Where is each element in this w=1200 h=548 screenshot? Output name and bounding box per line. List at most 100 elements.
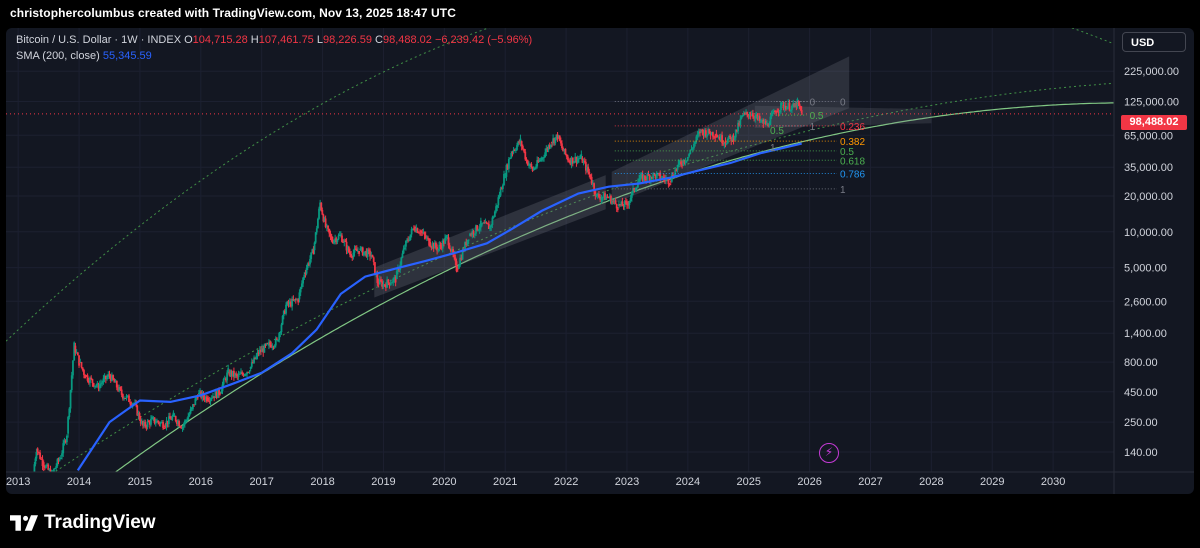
symbol-title[interactable]: Bitcoin / U.S. Dollar · 1W · INDEX [16, 34, 182, 46]
candle-body [561, 143, 563, 149]
candle-body [144, 421, 147, 427]
fib-level-label: 0.786 [840, 169, 865, 180]
upper-dotted-curve [6, 28, 1114, 342]
candle-body [481, 223, 483, 225]
candle-body [33, 464, 36, 472]
candle-body [794, 103, 797, 108]
sma-200-line [76, 142, 802, 472]
x-tick-label: 2027 [858, 476, 882, 488]
candle-body [364, 250, 367, 252]
candle-body [564, 148, 567, 155]
candle-body [129, 401, 132, 404]
candle-body [538, 160, 541, 162]
candle-body [540, 157, 543, 160]
candle-body [726, 139, 729, 144]
candle-body [142, 421, 144, 426]
candle-body [91, 379, 94, 384]
candle-body [648, 175, 651, 181]
candle-body [337, 235, 340, 240]
candle-body [290, 301, 292, 307]
currency-button[interactable]: USD [1122, 32, 1186, 52]
candle-body [85, 375, 88, 377]
x-tick-label: 2028 [919, 476, 943, 488]
candle-body [549, 144, 552, 148]
candle-body [394, 277, 397, 283]
candle-body [742, 113, 745, 116]
candle-body [334, 238, 337, 241]
candle-body [223, 378, 226, 380]
high-label: H [250, 34, 259, 46]
last-price-badge: 98,488.02 [1121, 115, 1187, 130]
candle-body [781, 102, 784, 104]
candle-body [170, 418, 173, 420]
candle-body [563, 148, 566, 151]
candle-body [717, 137, 720, 139]
candle-body [350, 254, 353, 257]
candle-body [158, 422, 161, 425]
x-tick-label: 2030 [1041, 476, 1065, 488]
candle-body [178, 421, 181, 427]
candle-body [786, 106, 788, 110]
candle-body [107, 374, 110, 378]
candle-body [136, 405, 139, 416]
candle-body [446, 235, 449, 237]
candle-body [369, 250, 371, 257]
candle-body [652, 173, 655, 179]
candle-body [798, 103, 801, 106]
candle-body [613, 200, 616, 202]
candle-body [509, 157, 511, 160]
candle-body [83, 370, 85, 375]
candle-body [407, 239, 410, 241]
candle-body [447, 237, 450, 246]
candle-body [64, 440, 67, 443]
candle-body [775, 112, 778, 114]
candle-body [709, 133, 712, 136]
candle-body [733, 137, 736, 139]
candle-body [699, 131, 701, 133]
candle-body [465, 242, 468, 246]
candle-body [185, 420, 187, 422]
candle-body [256, 352, 259, 356]
candle-body [581, 157, 584, 163]
candle-body [441, 240, 444, 249]
candle-body [747, 114, 750, 117]
candle-body [196, 397, 199, 399]
candle-body [415, 228, 418, 232]
candle-body [667, 178, 670, 185]
candle-body [61, 453, 63, 456]
chart-panel[interactable]: 0 0.236 0.382 0.5 0.618 0.786 1 0 0.5 1 0.5 1 225,0… [6, 28, 1194, 494]
y-tick-label: 5,000.00 [1124, 263, 1167, 275]
candle-body [233, 370, 235, 377]
legend-sma-row[interactable]: SMA (200, close) 55,345.59 [16, 48, 532, 64]
candle-body [749, 115, 752, 117]
candle-body [187, 416, 190, 420]
candle-body [303, 274, 306, 278]
candle-body [86, 375, 89, 381]
candle-body [582, 160, 585, 163]
candle-body [746, 112, 749, 115]
candle-body [595, 193, 598, 197]
candle-body [788, 102, 791, 111]
candle-body [47, 464, 50, 470]
tradingview-logo[interactable]: TradingView [10, 510, 156, 536]
candle-body [504, 176, 507, 178]
candle-body [452, 249, 454, 255]
candle-body [294, 299, 297, 301]
candle-body [600, 197, 603, 200]
candle-body [571, 157, 574, 164]
candle-body [377, 281, 380, 285]
candle-body [528, 164, 530, 166]
candle-body [460, 257, 463, 260]
candle-body [204, 396, 207, 400]
candle-body [473, 233, 476, 235]
candle-body [610, 195, 612, 204]
candle-body [68, 408, 71, 418]
lightning-icon[interactable]: ⚡ [819, 443, 839, 463]
x-tick-label: 2021 [493, 476, 517, 488]
candle-body [420, 230, 423, 233]
candle-body [537, 160, 540, 162]
candle-body [696, 134, 699, 137]
candle-body [111, 375, 113, 381]
candle-body [309, 259, 311, 265]
